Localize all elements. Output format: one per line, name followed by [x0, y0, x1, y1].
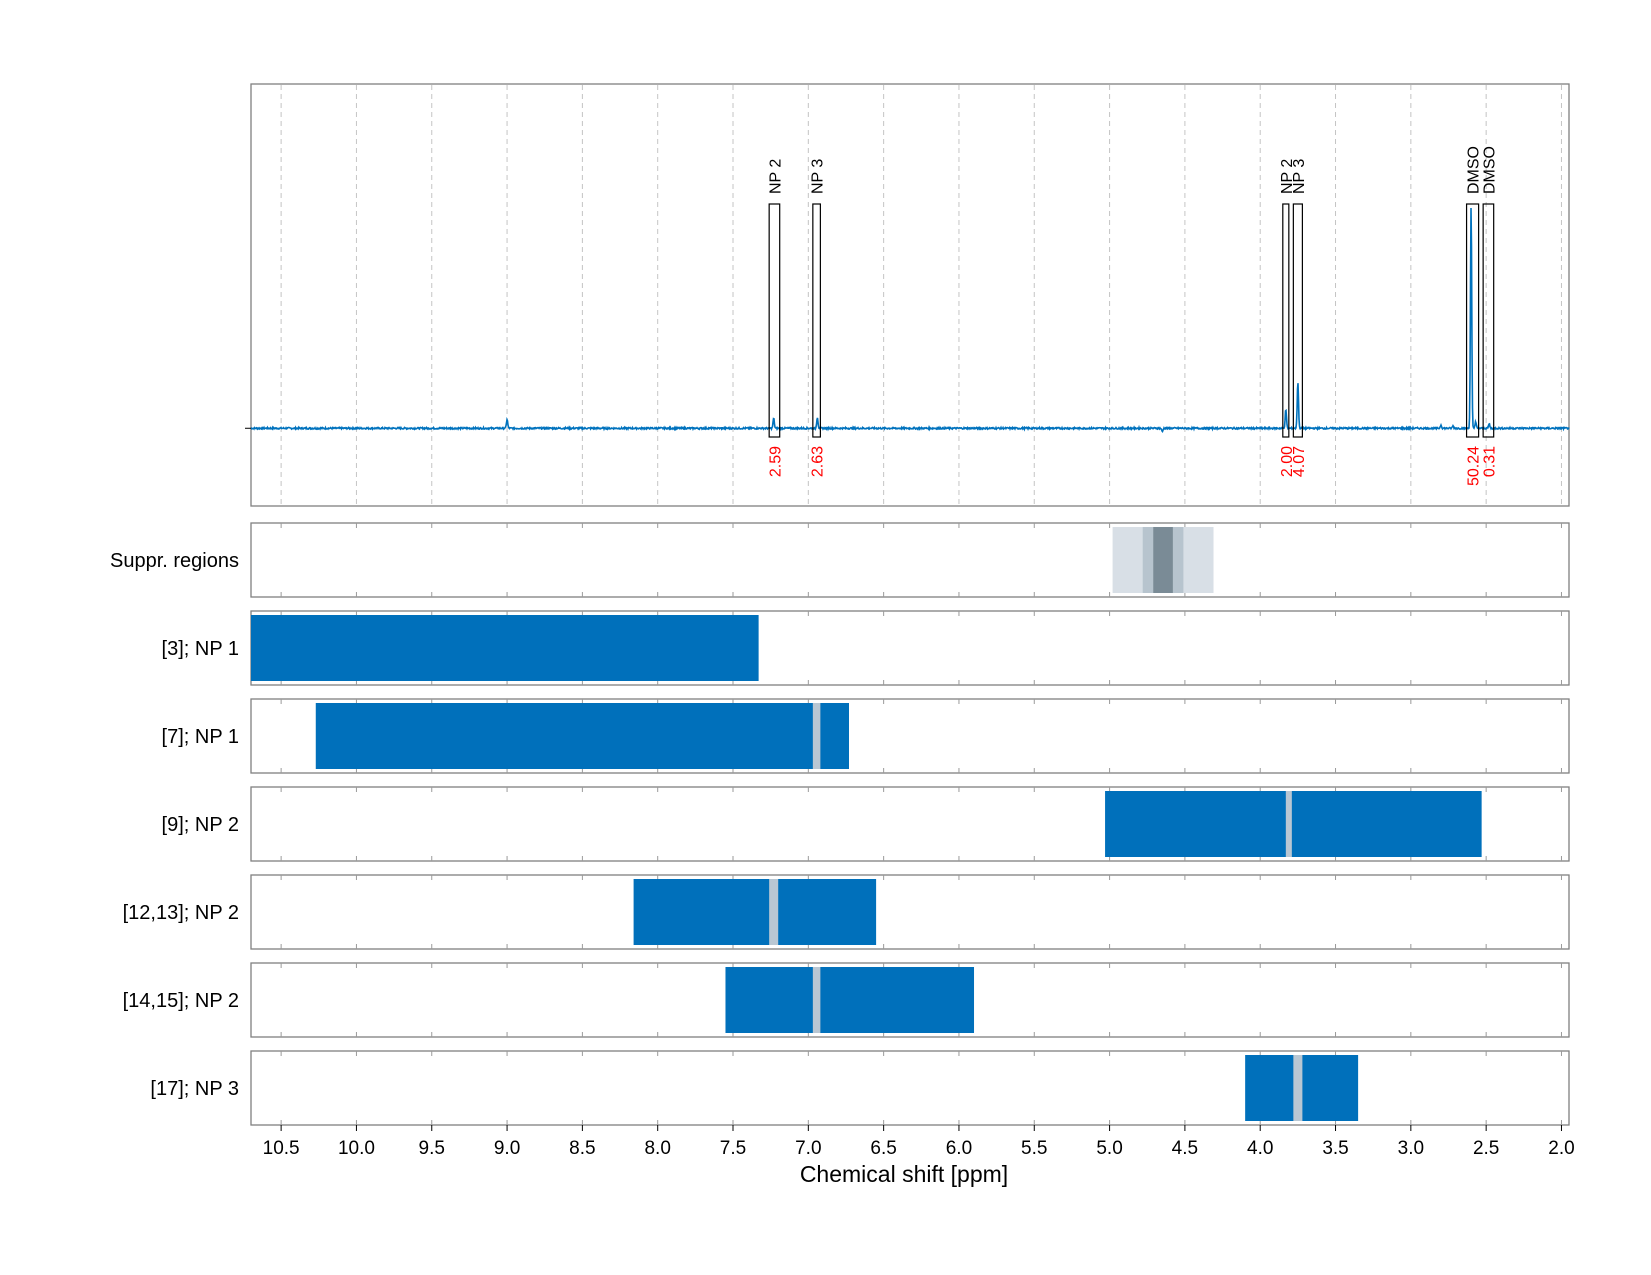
range-bar: [633, 879, 877, 945]
track-row: [17]; NP 3: [150, 1050, 1570, 1126]
integral-value-label: 0.31: [1481, 446, 1498, 477]
track-label: [3]; NP 1: [162, 638, 239, 660]
integral-box: [1465, 203, 1480, 438]
x-axis-title: Chemical shift [ppm]: [800, 1161, 1008, 1187]
track-row: [9]; NP 2: [162, 786, 1570, 862]
x-tick-label: 10.5: [263, 1138, 300, 1159]
x-axis: 10.5 10.0 9.5 9.0 8.5 8.0 7.5 7.0 6.5 6.0 5.5 5.0 4.…: [263, 1125, 1575, 1159]
range-gap: [769, 879, 779, 945]
range-bar: [315, 703, 849, 769]
x-tick-label: 9.0: [494, 1138, 520, 1159]
integral-value-label: 4.07: [1291, 446, 1308, 477]
integral-peak-label: NP 3: [1291, 159, 1308, 194]
integral-box: [1482, 203, 1495, 438]
track-label: [17]; NP 3: [150, 1078, 239, 1100]
integral-box: [812, 203, 821, 438]
integral-box: [1282, 203, 1290, 438]
x-tick-label: 7.5: [720, 1138, 746, 1159]
track-label: Suppr. regions: [110, 550, 239, 572]
track-row: [3]; NP 1: [162, 610, 1570, 686]
range-bar: [1105, 791, 1482, 857]
range-bar: [1153, 527, 1173, 593]
track-frame: [250, 874, 1570, 950]
range-gap: [1285, 791, 1292, 857]
track-row: [7]; NP 1: [162, 698, 1570, 774]
x-tick-label: 5.5: [1021, 1138, 1047, 1159]
range-gap: [812, 967, 821, 1033]
integral-peak-label: NP 2: [1279, 159, 1296, 194]
x-tick-label: 2.5: [1473, 1138, 1499, 1159]
integral-peak-label: NP 2: [767, 159, 784, 194]
integral-peak-label: DMSO: [1466, 146, 1483, 194]
integral-value-label: 2.00: [1279, 446, 1296, 477]
x-tick-label: 3.0: [1398, 1138, 1424, 1159]
range-gap: [812, 703, 821, 769]
track-label: [9]; NP 2: [162, 814, 239, 836]
integral-box: [768, 203, 781, 438]
track-row: [14,15]; NP 2: [123, 962, 1570, 1038]
track-label: [14,15]; NP 2: [123, 990, 239, 1012]
integral-value-label: 2.63: [810, 446, 827, 477]
x-tick-label: 8.5: [569, 1138, 595, 1159]
track-frame: [250, 1050, 1570, 1126]
range-bar: [251, 615, 759, 681]
x-tick-label: 5.0: [1096, 1138, 1122, 1159]
range-gap: [1293, 1055, 1303, 1121]
x-tick-label: 4.5: [1172, 1138, 1198, 1159]
track-label: [12,13]; NP 2: [123, 902, 239, 924]
integral-box: [1292, 203, 1303, 438]
integral-value-label: 50.24: [1466, 446, 1483, 486]
x-tick-label: 4.0: [1247, 1138, 1273, 1159]
track-frame: [250, 522, 1570, 598]
x-tick-label: 6.5: [870, 1138, 896, 1159]
spectrum-trace: [250, 208, 1570, 433]
spectrum-frame: [250, 83, 1570, 507]
track-label: [7]; NP 1: [162, 726, 239, 748]
x-tick-label: 6.0: [946, 1138, 972, 1159]
track-row: [12,13]; NP 2: [123, 874, 1570, 950]
spectrum-panel: NP 2 2.59 NP 3 2.63 NP 2 2.00 NP 3 4.07 DMSO 50.2…: [245, 83, 1570, 507]
x-tick-label: 10.0: [338, 1138, 375, 1159]
x-tick-label: 7.0: [795, 1138, 821, 1159]
integral-value-label: 2.59: [767, 446, 784, 477]
x-tick-label: 3.5: [1322, 1138, 1348, 1159]
range-bar: [725, 967, 975, 1033]
x-tick-label: 8.0: [644, 1138, 670, 1159]
x-tick-label: 2.0: [1548, 1138, 1574, 1159]
integral-peak-label: NP 3: [810, 159, 827, 194]
x-tick-label: 9.5: [419, 1138, 445, 1159]
track-row: Suppr. regions: [110, 522, 1570, 598]
range-tracks: Suppr. regions [3]; NP 1 [7]; NP 1 [9]; NP …: [110, 522, 1570, 1126]
integral-peak-label: DMSO: [1481, 146, 1498, 194]
